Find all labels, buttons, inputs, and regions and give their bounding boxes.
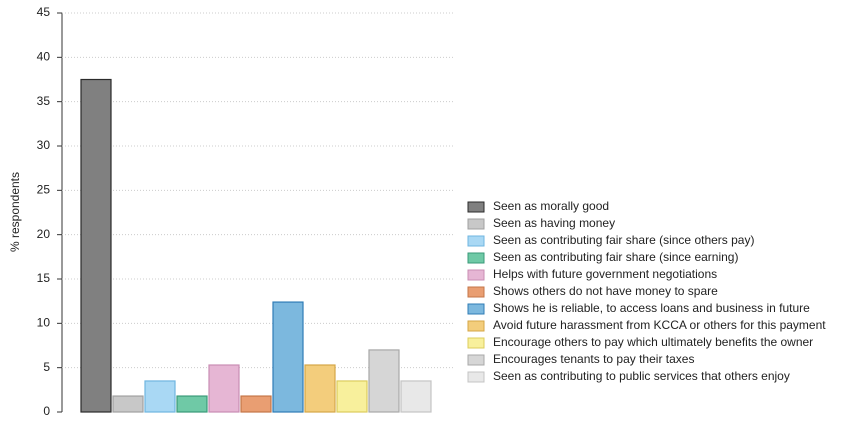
bar [208, 364, 240, 413]
legend-label: Seen as having money [493, 216, 615, 230]
legend-label: Encourages tenants to pay their taxes [493, 352, 694, 366]
legend-label: Seen as morally good [493, 199, 609, 213]
legend-label: Helps with future government negotiation… [493, 267, 717, 281]
legend-swatch [467, 201, 485, 213]
bar [112, 395, 144, 413]
bar [80, 78, 112, 413]
bar [240, 395, 272, 413]
legend-swatch [467, 303, 485, 315]
legend-label: Seen as contributing fair share (since o… [493, 233, 754, 247]
y-tick-label: 15 [37, 271, 51, 285]
legend-swatch [467, 286, 485, 298]
bar [400, 380, 432, 413]
legend-swatch [467, 320, 485, 332]
y-tick-label: 30 [37, 138, 51, 152]
bar [176, 395, 208, 413]
legend-label: Shows others do not have money to spare [493, 284, 718, 298]
legend-swatch [467, 218, 485, 230]
legend-swatch [467, 371, 485, 383]
legend-swatch [467, 354, 485, 366]
legend-swatch [467, 337, 485, 349]
bar [368, 349, 400, 413]
legend-label: Seen as contributing to public services … [493, 369, 790, 383]
y-axis-label: % respondents [8, 172, 22, 252]
y-tick-label: 10 [37, 316, 51, 330]
legend-label: Encourage others to pay which ultimately… [493, 335, 813, 349]
legend-label: Shows he is reliable, to access loans an… [493, 301, 810, 315]
bar [144, 380, 176, 413]
legend-swatch [467, 269, 485, 281]
bar [272, 301, 304, 413]
y-tick-label: 40 [37, 50, 51, 64]
y-tick-label: 45 [37, 5, 51, 19]
y-tick-label: 25 [37, 183, 51, 197]
bar [336, 380, 368, 413]
legend-swatch [467, 252, 485, 264]
y-tick-label: 35 [37, 94, 51, 108]
bar [304, 364, 336, 413]
legend-swatch [467, 235, 485, 247]
y-tick-label: 20 [37, 227, 51, 241]
legend-label: Seen as contributing fair share (since e… [493, 250, 738, 264]
y-tick-label: 0 [43, 404, 50, 418]
y-tick-label: 5 [43, 360, 50, 374]
legend-label: Avoid future harassment from KCCA or oth… [493, 318, 826, 332]
